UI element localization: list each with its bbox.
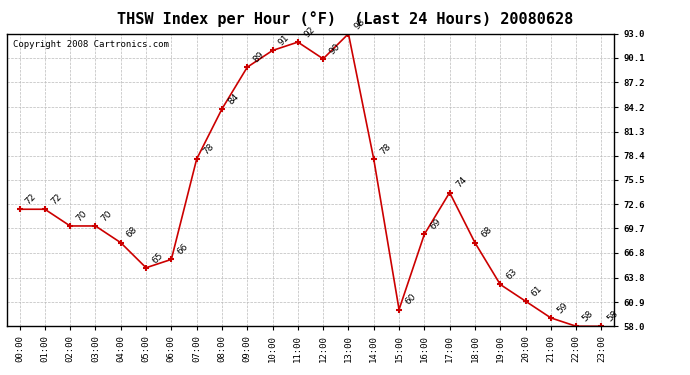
Text: 68: 68	[125, 225, 139, 240]
Text: 58: 58	[606, 309, 620, 324]
Text: 89: 89	[251, 50, 266, 64]
Text: 70: 70	[75, 209, 89, 223]
Text: 90: 90	[327, 42, 342, 56]
Text: 63: 63	[504, 267, 519, 282]
Text: 93: 93	[353, 16, 367, 31]
Text: 84: 84	[226, 92, 241, 106]
Text: 78: 78	[378, 142, 393, 156]
Text: 78: 78	[201, 142, 215, 156]
Text: 74: 74	[454, 176, 469, 190]
Text: 70: 70	[99, 209, 114, 223]
Text: Copyright 2008 Cartronics.com: Copyright 2008 Cartronics.com	[13, 40, 169, 49]
Text: 65: 65	[150, 251, 165, 265]
Text: 58: 58	[580, 309, 595, 324]
Text: 72: 72	[23, 192, 38, 207]
Text: 61: 61	[530, 284, 544, 298]
Text: 66: 66	[175, 242, 190, 256]
Text: 59: 59	[555, 301, 569, 315]
Text: 69: 69	[428, 217, 443, 231]
Text: 60: 60	[403, 292, 417, 307]
Text: 91: 91	[277, 33, 291, 48]
Text: 72: 72	[49, 192, 63, 207]
Text: 92: 92	[302, 25, 317, 39]
Text: THSW Index per Hour (°F)  (Last 24 Hours) 20080628: THSW Index per Hour (°F) (Last 24 Hours)…	[117, 11, 573, 27]
Text: 68: 68	[479, 225, 493, 240]
